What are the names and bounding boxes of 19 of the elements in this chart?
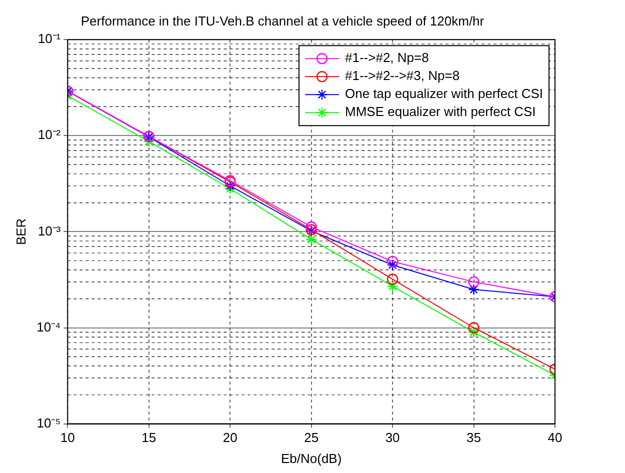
x-tick-label: 20: [222, 430, 238, 446]
y-tick-label: 10⁻⁴: [36, 319, 61, 334]
y-tick-label: 10⁻⁵: [36, 415, 61, 430]
chart-title: Performance in the ITU-Veh.B channel at a vehicle speed of 120km/hr: [80, 13, 485, 28]
y-tick-label: 10⁻³: [38, 223, 62, 238]
x-tick-label: 40: [548, 430, 562, 446]
x-tick-label: 10: [60, 430, 75, 446]
legend-label: #1-->#2-->#3, Np=8: [345, 68, 460, 84]
legend-label: MMSE equalizer with perfect CSI: [345, 104, 536, 120]
y-tick-label: 10⁻¹: [38, 31, 62, 46]
x-tick-label: 35: [466, 430, 482, 446]
legend-label: One tap equalizer with perfect CSI: [345, 86, 544, 102]
y-axis-title: BER: [13, 218, 28, 246]
legend-label: #1-->#2, Np=8: [345, 50, 429, 66]
x-tick-label: 30: [385, 430, 400, 446]
x-axis-title: Eb/No(dB): [280, 450, 342, 466]
x-tick-label: 25: [304, 430, 319, 446]
y-tick-label: 10⁻²: [38, 127, 62, 142]
x-tick-label: 15: [142, 430, 156, 446]
